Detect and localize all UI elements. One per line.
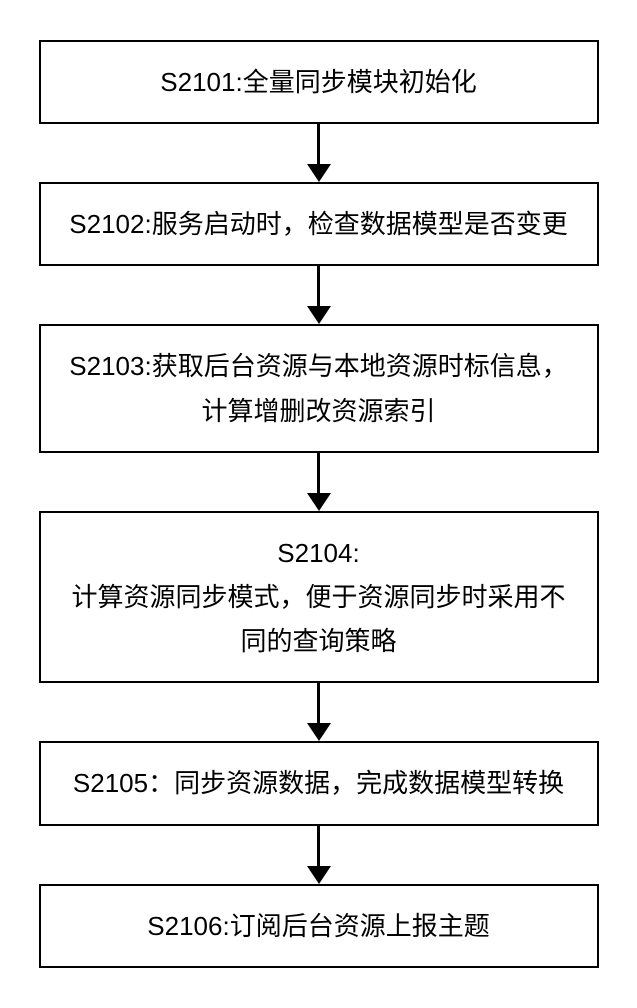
arrow-head-icon	[307, 493, 331, 511]
flow-node-s2104: S2104:计算资源同步模式，便于资源同步时采用不同的查询策略	[39, 511, 599, 684]
flow-node-s2102: S2102:服务启动时，检查数据模型是否变更	[39, 182, 599, 266]
flow-node-s2105: S2105：同步资源数据，完成数据模型转换	[39, 741, 599, 825]
arrow-shaft	[317, 266, 320, 307]
flow-node-label: S2105：同步资源数据，完成数据模型转换	[73, 761, 564, 805]
arrow-head-icon	[307, 306, 331, 324]
arrow-shaft	[317, 124, 320, 165]
flow-node-label: S2106:订阅后台资源上报主题	[147, 904, 489, 948]
flow-node-label: S2103:获取后台资源与本地资源时标信息，计算增删改资源索引	[65, 344, 573, 432]
flow-arrow	[307, 124, 331, 182]
flow-node-label: S2104:计算资源同步模式，便于资源同步时采用不同的查询策略	[65, 531, 573, 664]
flow-node-s2101: S2101:全量同步模块初始化	[39, 40, 599, 124]
flow-node-label: S2101:全量同步模块初始化	[160, 60, 476, 104]
flow-arrow	[307, 683, 331, 741]
flow-node-s2103: S2103:获取后台资源与本地资源时标信息，计算增删改资源索引	[39, 324, 599, 452]
arrow-head-icon	[307, 866, 331, 884]
arrow-head-icon	[307, 164, 331, 182]
flow-arrow	[307, 266, 331, 324]
arrow-head-icon	[307, 723, 331, 741]
arrow-shaft	[317, 826, 320, 867]
flow-arrow	[307, 826, 331, 884]
flow-arrow	[307, 453, 331, 511]
arrow-shaft	[317, 683, 320, 724]
flow-node-s2106: S2106:订阅后台资源上报主题	[39, 884, 599, 968]
arrow-shaft	[317, 453, 320, 494]
flowchart-container: S2101:全量同步模块初始化 S2102:服务启动时，检查数据模型是否变更 S…	[39, 40, 599, 968]
flow-node-label: S2102:服务启动时，检查数据模型是否变更	[69, 202, 567, 246]
